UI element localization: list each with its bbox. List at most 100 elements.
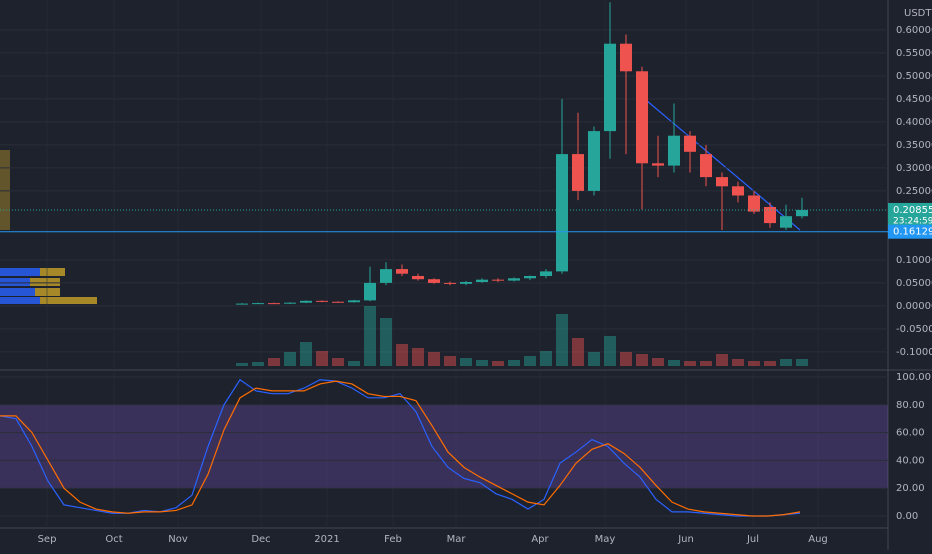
- candle-body: [508, 278, 520, 281]
- volume-bar: [668, 360, 680, 366]
- volume-bar: [492, 361, 504, 366]
- candle-body: [636, 71, 648, 164]
- x-tick-label: Aug: [808, 534, 828, 545]
- countdown-label: 23:24:59: [893, 216, 932, 226]
- profile-bar: [0, 297, 40, 304]
- last-price-label: 0.20855: [893, 205, 932, 216]
- x-tick-label: Sep: [38, 534, 57, 545]
- x-tick-label: 2021: [314, 534, 339, 545]
- profile-bar: [0, 150, 10, 230]
- candle-body: [412, 276, 424, 280]
- candle-body: [588, 131, 600, 191]
- volume-bar: [412, 348, 424, 366]
- volume-bar: [508, 360, 520, 366]
- volume-bar: [636, 354, 648, 366]
- candle-body: [332, 301, 344, 303]
- volume-bar: [524, 356, 536, 366]
- x-tick-label: Jun: [677, 534, 694, 545]
- y-tick-label: 40.00: [896, 455, 925, 466]
- volume-bar: [620, 352, 632, 366]
- x-tick-label: Mar: [447, 534, 467, 545]
- volume-bar: [300, 342, 312, 366]
- profile-bar: [0, 268, 40, 276]
- volume-bar: [604, 336, 616, 366]
- candle-body: [684, 135, 696, 152]
- candle-body: [476, 279, 488, 282]
- profile-bar: [0, 278, 30, 286]
- candle-body: [300, 300, 312, 303]
- candle-body: [364, 282, 376, 301]
- candle-body: [444, 282, 456, 284]
- volume-bar: [316, 351, 328, 366]
- candle-body: [604, 43, 616, 132]
- volume-bar: [796, 359, 808, 366]
- candle-body: [572, 154, 584, 191]
- level-label: 0.16129: [893, 227, 932, 238]
- volume-bar: [732, 359, 744, 366]
- volume-bar: [716, 354, 728, 366]
- y-tick-label: 60.00: [896, 428, 925, 439]
- candle-body: [492, 279, 504, 281]
- volume-bar: [428, 352, 440, 366]
- candle-body: [700, 154, 712, 178]
- volume-bar: [268, 358, 280, 366]
- volume-bar: [764, 361, 776, 366]
- unit-label: USDT: [904, 8, 932, 19]
- candle-body: [668, 135, 680, 166]
- volume-bar: [380, 318, 392, 366]
- candle-body: [780, 216, 792, 228]
- volume-bar: [540, 351, 552, 366]
- candle-body: [732, 186, 744, 196]
- candle-body: [460, 281, 472, 284]
- y-tick-label: 20.00: [896, 483, 925, 494]
- x-tick-label: Feb: [384, 534, 402, 545]
- stoch-line: [0, 380, 801, 517]
- x-tick-label: May: [595, 534, 616, 545]
- candle-body: [748, 195, 760, 212]
- candle-body: [540, 271, 552, 276]
- volume-bar: [236, 363, 248, 366]
- volume-bar: [476, 360, 488, 366]
- x-tick-label: Dec: [251, 534, 270, 545]
- x-tick-label: Jul: [746, 534, 759, 545]
- candle-body: [796, 209, 808, 217]
- candle-body: [716, 177, 728, 187]
- candle-body: [348, 300, 360, 303]
- x-tick-label: Oct: [105, 534, 122, 545]
- volume-bar: [748, 361, 760, 366]
- volume-bar: [556, 314, 568, 366]
- candle-body: [764, 207, 776, 224]
- candle-body: [252, 303, 264, 305]
- y-tick-label: 0.00: [896, 511, 918, 522]
- y-tick-label: 100.00: [896, 372, 931, 383]
- volume-bar: [780, 359, 792, 366]
- candle-body: [284, 302, 296, 304]
- volume-bar: [348, 361, 360, 366]
- candle-body: [652, 163, 664, 166]
- candle-body: [380, 269, 392, 283]
- volume-bar: [588, 352, 600, 366]
- last-price-box: [888, 202, 932, 227]
- candle-body: [524, 276, 536, 279]
- candle-body: [428, 279, 440, 283]
- profile-bar: [40, 297, 97, 304]
- volume-bar: [572, 338, 584, 366]
- candle-body: [236, 303, 248, 305]
- volume-bar: [460, 358, 472, 366]
- profile-bar: [30, 278, 60, 286]
- volume-bar: [444, 356, 456, 366]
- volume-bar: [252, 362, 264, 366]
